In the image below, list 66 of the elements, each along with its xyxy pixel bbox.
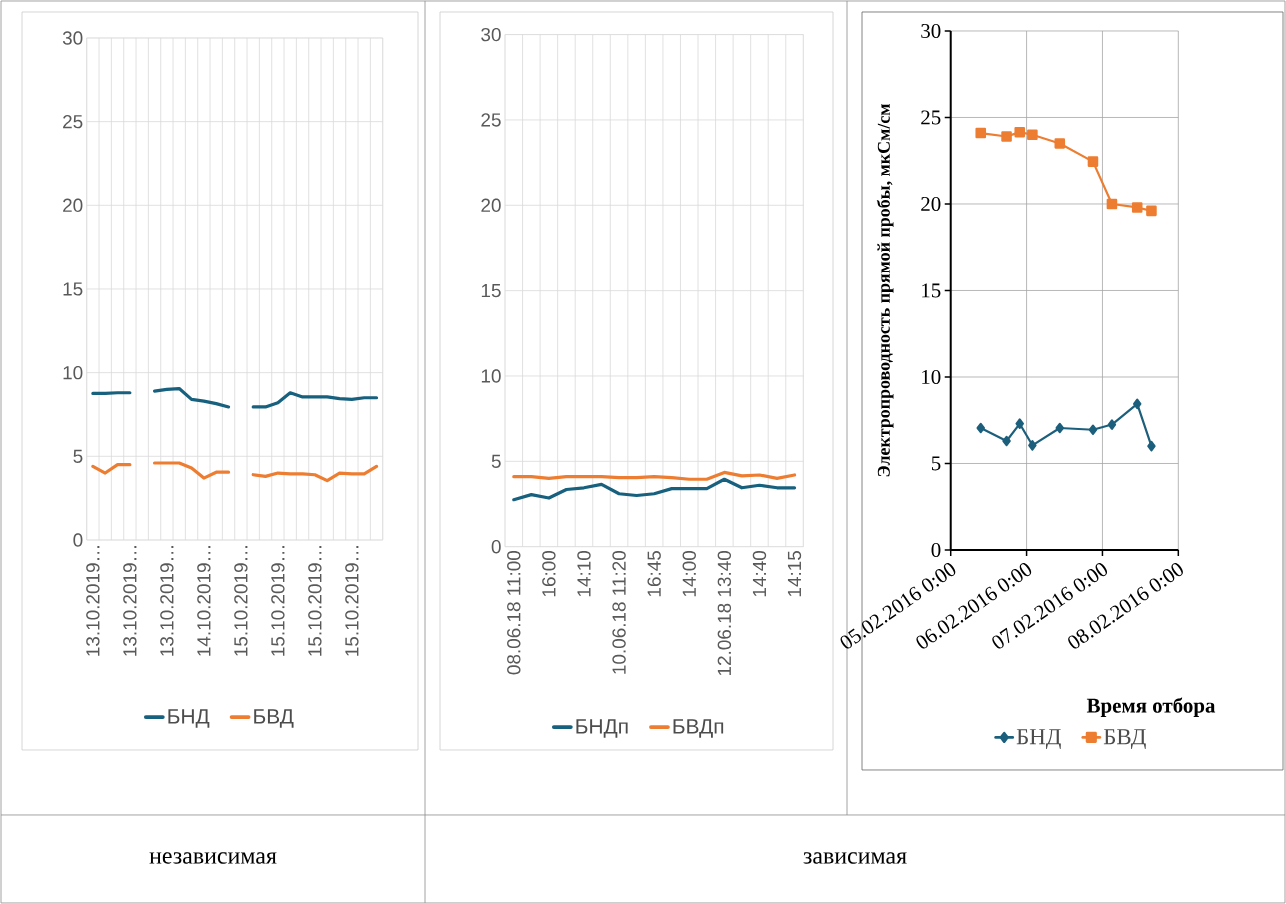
- y-tick-label: 30: [62, 31, 83, 45]
- y-tick-label: 10: [481, 369, 501, 383]
- x-tick-label: 14:00: [682, 550, 696, 597]
- point: [1027, 129, 1038, 141]
- y-axis-title: Электропроводность прямой пробы, мкСм/см: [876, 104, 894, 477]
- y-tick-label: 25: [481, 113, 501, 127]
- point: [1015, 418, 1024, 429]
- point: [1132, 398, 1142, 410]
- y-tick-label: 5: [931, 456, 941, 471]
- text: зависимая: [803, 852, 907, 864]
- legend-label: БВД: [1103, 729, 1146, 750]
- x-tick-label: 15.10.2019…: [271, 546, 285, 656]
- legend-label: БНД: [168, 709, 210, 728]
- point: [975, 127, 987, 139]
- y-tick-label: 20: [481, 198, 501, 212]
- point: [1014, 126, 1026, 138]
- x-tick-label: 10.06.18 11:20: [612, 550, 626, 674]
- x-tick-label: 14:10: [577, 550, 591, 597]
- point: [1055, 422, 1065, 434]
- point: [1088, 424, 1098, 436]
- point: [1106, 198, 1118, 210]
- y-tick-label: 15: [922, 283, 941, 298]
- x-tick-label: 15.10.2019…: [345, 546, 359, 656]
- point: [1147, 440, 1156, 452]
- point: [1146, 205, 1157, 217]
- y-tick-label: 15: [481, 284, 501, 298]
- legend-label: БНДп: [576, 719, 628, 738]
- point: [1028, 440, 1037, 451]
- y-tick-label: 30: [481, 27, 501, 42]
- y-tick-label: 5: [491, 454, 501, 468]
- y-tick-label: 0: [73, 533, 83, 547]
- y-tick-label: 0: [491, 539, 501, 554]
- point: [1107, 419, 1117, 430]
- y-tick-label: 25: [63, 114, 83, 129]
- x-tick-label: 16:45: [647, 551, 661, 597]
- point: [976, 422, 985, 434]
- y-tick-label: 25: [921, 110, 941, 125]
- point: [1131, 202, 1143, 213]
- y-tick-label: 20: [921, 196, 941, 212]
- y-tick-label: 10: [922, 369, 941, 385]
- x-tick-label: 13.10.2019…: [123, 546, 137, 656]
- y-tick-label: 0: [931, 542, 941, 558]
- x-tick-label: 15.10.2019…: [308, 546, 322, 656]
- point: [1054, 138, 1066, 149]
- text: независимая: [149, 852, 277, 864]
- x-tick-label: 14:40: [752, 550, 767, 597]
- y-tick-label: 20: [63, 198, 83, 213]
- x-tick-label: 14.10.2019…: [197, 546, 211, 656]
- x-tick-label: 13.10.2019…: [160, 546, 174, 656]
- y-tick-label: 15: [63, 282, 83, 296]
- x-axis-title: Время отбора: [1086, 697, 1216, 717]
- y-tick-label: 30: [921, 23, 941, 39]
- point: [1001, 131, 1012, 142]
- legend-label: БНД: [1016, 729, 1061, 750]
- point: [1002, 435, 1011, 447]
- legend-label: БВД: [254, 709, 294, 728]
- x-tick-label: 13.10.2019…: [86, 546, 100, 656]
- legend-label: БВДп: [673, 719, 724, 738]
- x-tick-label: 08.06.18 11:00: [507, 550, 521, 675]
- x-tick-label: 16:00: [542, 550, 556, 597]
- x-tick-label: 14:15: [787, 551, 802, 597]
- x-tick-label: 12.06.18 13:40: [717, 550, 732, 676]
- y-tick-label: 5: [73, 449, 83, 463]
- y-tick-label: 10: [63, 365, 83, 380]
- x-tick-label: 15.10.2019…: [234, 546, 248, 656]
- point: [1087, 156, 1099, 167]
